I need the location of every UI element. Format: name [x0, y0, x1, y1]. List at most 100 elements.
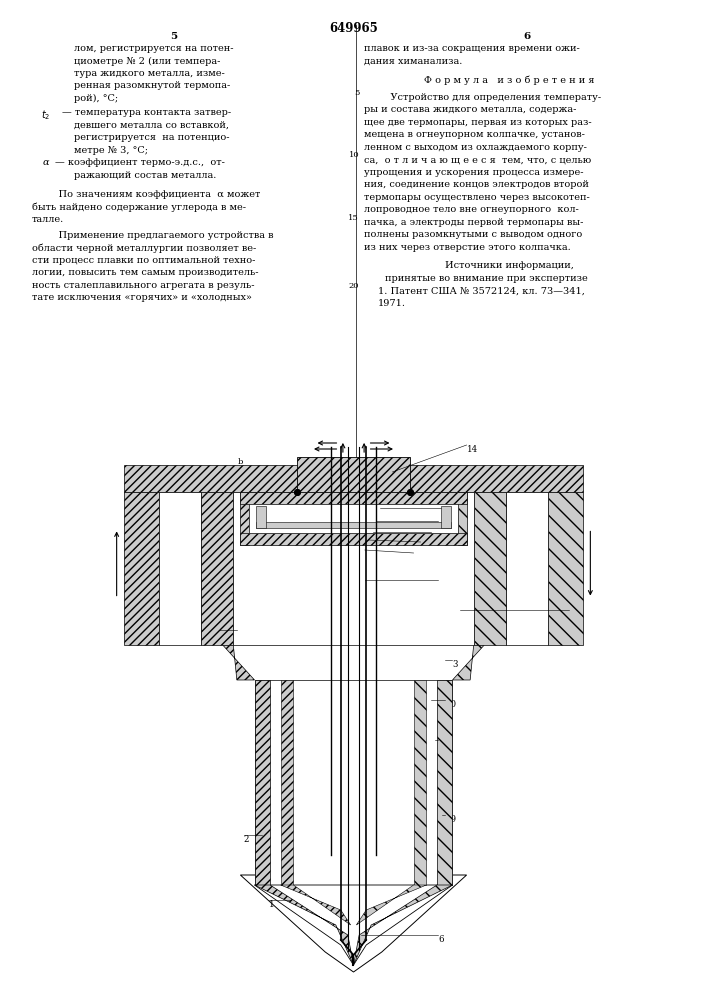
Text: — температура контакта затвер-: — температура контакта затвер- — [62, 108, 231, 117]
Polygon shape — [255, 885, 354, 965]
Text: са,  о т л и ч а ю щ е е с я  тем, что, с целью: са, о т л и ч а ю щ е е с я тем, что, с … — [364, 155, 591, 164]
Text: 3: 3 — [452, 660, 458, 669]
Polygon shape — [281, 885, 351, 925]
Text: 1971.: 1971. — [378, 299, 407, 308]
Text: 1. Патент США № 3572124, кл. 73—341,: 1. Патент США № 3572124, кл. 73—341, — [378, 286, 585, 295]
Text: дания химанализа.: дания химанализа. — [364, 56, 462, 66]
Polygon shape — [240, 875, 467, 972]
Bar — [256, 522, 451, 528]
Polygon shape — [223, 645, 255, 680]
Text: быть найдено содержание углерода в ме-: быть найдено содержание углерода в ме- — [32, 202, 246, 212]
Polygon shape — [356, 885, 426, 925]
Text: $t_2$: $t_2$ — [41, 108, 50, 122]
Text: 5: 5 — [170, 32, 177, 41]
Text: ность сталеплавильного агрегата в резуль-: ность сталеплавильного агрегата в резуль… — [32, 281, 255, 290]
Text: — коэффициент термо-э.д.с.,  от-: — коэффициент термо-э.д.с., от- — [55, 158, 225, 167]
Text: тура жидкого металла, изме-: тура жидкого металла, изме- — [74, 69, 225, 78]
Text: 649965: 649965 — [329, 22, 378, 35]
Text: термопары осуществлено через высокотеп-: термопары осуществлено через высокотеп- — [364, 193, 590, 202]
Text: из них через отверстие этого колпачка.: из них через отверстие этого колпачка. — [364, 243, 571, 252]
Text: 13: 13 — [445, 508, 457, 517]
Polygon shape — [452, 645, 484, 680]
Bar — [506, 492, 548, 645]
Text: 2: 2 — [244, 835, 250, 844]
Bar — [414, 680, 426, 885]
Text: 1: 1 — [269, 900, 274, 909]
Text: Источники информации,: Источники информации, — [445, 261, 573, 270]
Bar — [159, 492, 201, 645]
Text: лопроводное тело вне огнеупорного  кол-: лопроводное тело вне огнеупорного кол- — [364, 205, 579, 214]
Text: метре № 3, °C;: метре № 3, °C; — [74, 146, 148, 155]
Text: ленном с выходом из охлаждаемого корпу-: ленном с выходом из охлаждаемого корпу- — [364, 143, 587, 152]
Text: 17: 17 — [351, 460, 363, 469]
Text: пачка, а электроды первой термопары вы-: пачка, а электроды первой термопары вы- — [364, 218, 583, 227]
Text: талле.: талле. — [32, 215, 64, 224]
Bar — [281, 680, 293, 885]
Text: логии, повысить тем самым производитель-: логии, повысить тем самым производитель- — [32, 268, 258, 277]
Text: Применение предлагаемого устройства в: Применение предлагаемого устройства в — [46, 231, 274, 240]
Bar — [240, 492, 467, 504]
Text: циометре № 2 (или темпера-: циометре № 2 (или темпера- — [74, 56, 221, 66]
Bar — [233, 492, 474, 645]
Text: 8: 8 — [460, 610, 465, 619]
Text: тате исключения «горячих» и «холодных»: тате исключения «горячих» и «холодных» — [32, 293, 252, 302]
Text: 20: 20 — [445, 700, 457, 709]
Text: щее две термопары, первая из которых раз-: щее две термопары, первая из которых раз… — [364, 118, 592, 127]
Text: α: α — [42, 158, 49, 167]
Text: 6: 6 — [438, 935, 444, 944]
Text: 6: 6 — [523, 32, 530, 41]
Text: рой), °C;: рой), °C; — [74, 94, 118, 103]
Polygon shape — [297, 457, 410, 492]
Text: ражающий состав металла.: ражающий состав металла. — [74, 171, 216, 180]
Bar — [240, 492, 249, 545]
Text: Ф о р м у л а   и з о б р е т е н и я: Ф о р м у л а и з о б р е т е н и я — [423, 75, 595, 85]
Polygon shape — [474, 492, 506, 645]
Text: ры и состава жидкого металла, содержа-: ры и состава жидкого металла, содержа- — [364, 105, 576, 114]
Bar — [437, 680, 452, 885]
Text: 11: 11 — [431, 532, 443, 541]
Text: области черной металлургии позволяет ве-: области черной металлургии позволяет ве- — [32, 243, 256, 253]
Text: 5: 5 — [354, 89, 359, 97]
Bar — [256, 506, 266, 528]
Bar — [255, 680, 270, 885]
Text: 10: 10 — [414, 553, 425, 562]
Text: ренная разомкнутой термопа-: ренная разомкнутой термопа- — [74, 81, 230, 90]
Bar — [240, 533, 467, 545]
Text: 18: 18 — [369, 460, 380, 469]
Text: 4: 4 — [214, 630, 219, 639]
Text: полнены разомкнутыми с выводом одного: полнены разомкнутыми с выводом одного — [364, 230, 583, 239]
Bar — [441, 506, 451, 528]
Polygon shape — [548, 492, 583, 645]
Text: 7: 7 — [421, 542, 426, 551]
Bar — [255, 680, 452, 885]
Text: 9: 9 — [438, 580, 444, 589]
Text: 20: 20 — [349, 282, 359, 290]
Text: регистрируется  на потенцио-: регистрируется на потенцио- — [74, 133, 230, 142]
Text: принятые во внимание при экспертизе: принятые во внимание при экспертизе — [385, 274, 588, 283]
Text: 10: 10 — [349, 151, 359, 159]
Text: лом, регистрируется на потен-: лом, регистрируется на потен- — [74, 44, 234, 53]
Text: ния, соединение концов электродов второй: ния, соединение концов электродов второй — [364, 180, 589, 189]
Text: сти процесс плавки по оптимальной техно-: сти процесс плавки по оптимальной техно- — [32, 256, 255, 265]
Text: 5: 5 — [438, 740, 444, 749]
Polygon shape — [124, 492, 159, 645]
Bar — [458, 492, 467, 545]
Text: плавок и из-за сокращения времени ожи-: плавок и из-за сокращения времени ожи- — [364, 44, 580, 53]
Text: Устройство для определения температу-: Устройство для определения температу- — [378, 93, 602, 102]
Text: 19: 19 — [445, 815, 457, 824]
Text: b: b — [238, 458, 243, 466]
Text: девшего металла со вставкой,: девшего металла со вставкой, — [74, 121, 229, 130]
Polygon shape — [354, 885, 452, 965]
Bar — [249, 504, 458, 533]
Text: упрощения и ускорения процесса измере-: упрощения и ускорения процесса измере- — [364, 168, 583, 177]
Text: 14: 14 — [467, 445, 478, 454]
Polygon shape — [124, 465, 583, 492]
Text: 15: 15 — [314, 460, 325, 469]
Text: 12: 12 — [438, 521, 450, 530]
Text: 15: 15 — [349, 214, 359, 222]
Text: По значениям коэффициента  α может: По значениям коэффициента α может — [46, 190, 260, 199]
Text: мещена в огнеупорном колпачке, установ-: мещена в огнеупорном колпачке, установ- — [364, 130, 585, 139]
Text: 16: 16 — [332, 460, 344, 469]
Polygon shape — [255, 885, 452, 965]
Polygon shape — [201, 492, 233, 645]
